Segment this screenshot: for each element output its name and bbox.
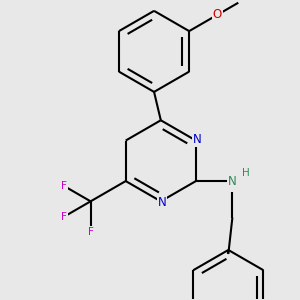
Text: N: N bbox=[193, 133, 202, 146]
Text: O: O bbox=[213, 8, 222, 21]
Text: F: F bbox=[61, 212, 67, 221]
Text: F: F bbox=[88, 227, 94, 237]
Text: F: F bbox=[61, 181, 67, 191]
Text: H: H bbox=[242, 168, 250, 178]
Text: N: N bbox=[228, 175, 237, 188]
Text: N: N bbox=[158, 196, 167, 209]
